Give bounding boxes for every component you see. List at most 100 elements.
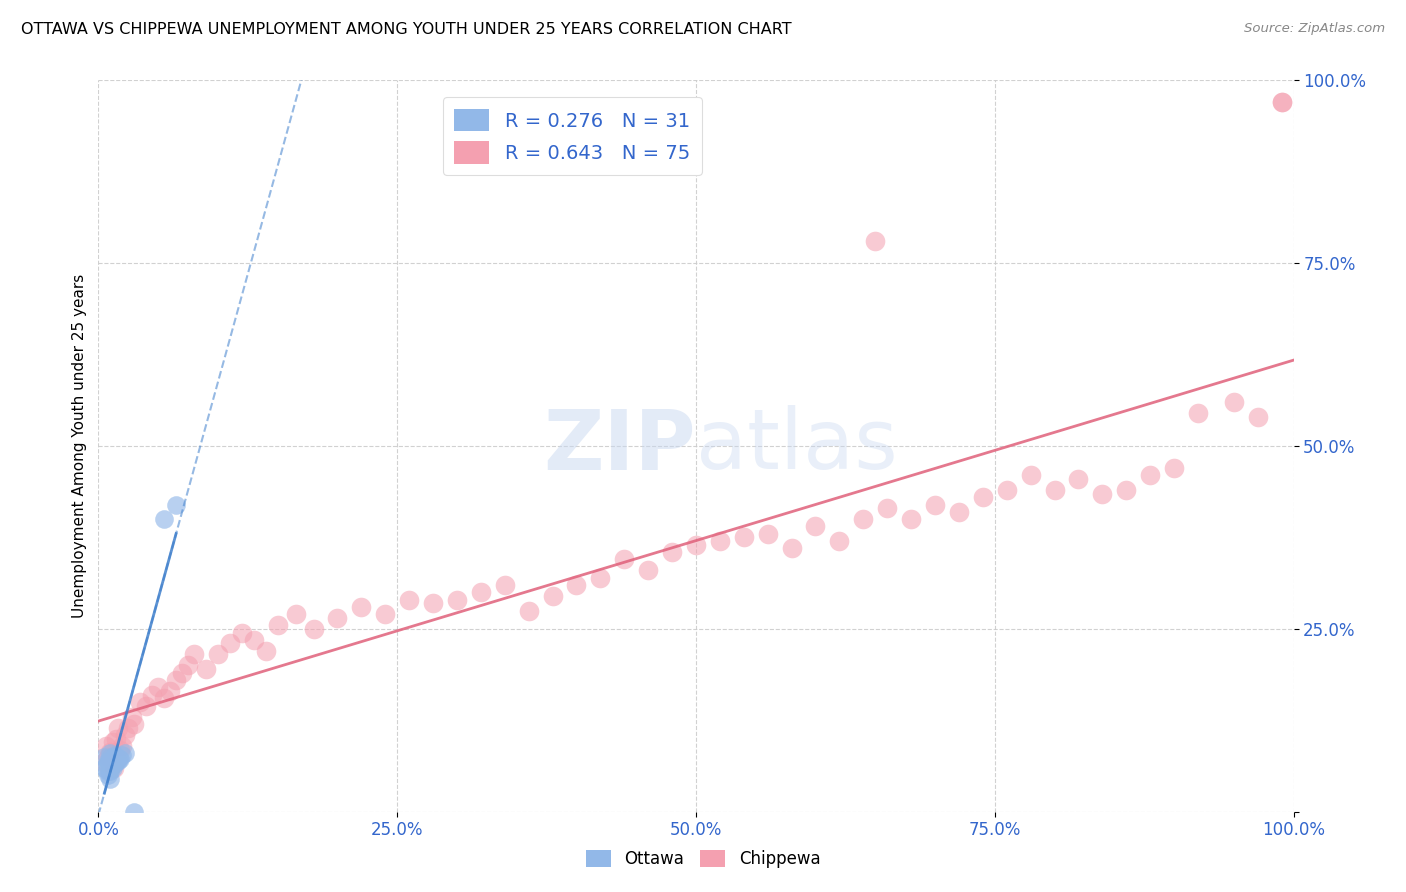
Point (172, 665, 194, 680)
Point (93, 761, 115, 775)
Point (422, 596, 444, 610)
Point (219, 636, 242, 650)
Point (1115, 483, 1137, 497)
Point (117, 721, 139, 735)
Point (108, 752, 131, 766)
Point (541, 589, 564, 603)
Point (972, 490, 994, 504)
Point (107, 721, 129, 735)
Point (661, 545, 683, 559)
Point (865, 234, 887, 248)
Point (254, 644, 277, 658)
Point (1163, 461, 1185, 475)
Point (104, 747, 127, 762)
Point (101, 752, 124, 766)
Point (828, 534, 851, 549)
Point (98, 746, 122, 760)
Point (470, 585, 492, 599)
Point (107, 751, 129, 765)
Point (103, 749, 125, 764)
Point (108, 742, 131, 756)
Point (148, 681, 170, 695)
Point (101, 735, 124, 749)
Point (195, 662, 218, 676)
Point (103, 757, 125, 772)
Point (121, 709, 143, 723)
Point (589, 571, 612, 585)
Y-axis label: Unemployment Among Youth under 25 years: Unemployment Among Youth under 25 years (72, 274, 87, 618)
Point (1271, 95, 1294, 110)
Point (231, 625, 253, 640)
Point (97, 754, 120, 768)
Point (98, 764, 121, 779)
Point (105, 755, 128, 769)
Point (709, 534, 731, 549)
Point (1067, 472, 1090, 486)
Point (613, 552, 636, 566)
Legend: R = 0.276   N = 31, R = 0.643   N = 75: R = 0.276 N = 31, R = 0.643 N = 75 (443, 97, 702, 176)
Point (103, 761, 125, 775)
Point (243, 632, 266, 647)
Point (111, 739, 134, 753)
Point (1091, 486, 1114, 500)
Point (93, 755, 115, 769)
Point (177, 658, 200, 673)
Text: atlas: atlas (696, 406, 897, 486)
Legend: Ottawa, Chippewa: Ottawa, Chippewa (579, 843, 827, 875)
Text: ZIP: ZIP (544, 406, 696, 486)
Point (1271, 95, 1294, 110)
Text: OTTAWA VS CHIPPEWA UNEMPLOYMENT AMONG YOUTH UNDER 25 YEARS CORRELATION CHART: OTTAWA VS CHIPPEWA UNEMPLOYMENT AMONG YO… (21, 22, 792, 37)
Point (124, 805, 146, 819)
Point (165, 498, 187, 512)
Point (1223, 395, 1246, 409)
Point (685, 538, 707, 552)
Point (97, 749, 120, 764)
Point (995, 483, 1018, 497)
Point (141, 688, 163, 702)
Point (326, 611, 349, 625)
Point (114, 728, 136, 742)
Point (105, 749, 128, 764)
Point (1043, 483, 1066, 497)
Point (494, 578, 516, 592)
Point (1139, 468, 1161, 483)
Point (565, 578, 588, 592)
Point (101, 761, 124, 775)
Point (135, 698, 157, 713)
Point (756, 526, 779, 541)
Point (284, 607, 307, 622)
Point (446, 592, 468, 607)
Point (1187, 406, 1209, 420)
Point (98, 772, 122, 786)
Point (517, 603, 540, 617)
Point (93, 749, 115, 764)
Point (107, 754, 129, 768)
Point (98, 755, 121, 769)
Point (105, 731, 128, 746)
Point (98, 757, 122, 772)
Point (780, 541, 803, 556)
Point (124, 717, 146, 731)
Point (165, 673, 187, 687)
Point (153, 691, 176, 706)
Point (98, 749, 122, 764)
Point (96, 764, 118, 779)
Point (159, 684, 181, 698)
Point (876, 501, 898, 516)
Point (1247, 409, 1270, 424)
Point (98, 764, 122, 779)
Point (97, 768, 120, 782)
Point (96, 757, 118, 772)
Point (637, 563, 659, 577)
Point (98, 745, 122, 759)
Point (900, 512, 922, 526)
Point (302, 622, 325, 636)
Point (374, 607, 396, 622)
Point (114, 746, 136, 760)
Text: Source: ZipAtlas.com: Source: ZipAtlas.com (1244, 22, 1385, 36)
Point (1019, 468, 1042, 483)
Point (111, 747, 134, 762)
Point (129, 695, 152, 709)
Point (207, 648, 229, 662)
Point (804, 519, 827, 533)
